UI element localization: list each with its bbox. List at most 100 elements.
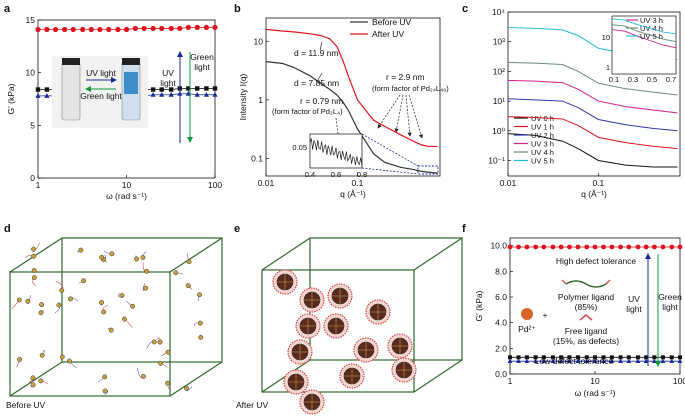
d-cage-cluster — [144, 268, 150, 274]
d-simulation-box — [9, 237, 223, 397]
free-ligand-icon — [579, 313, 593, 321]
d-cage-cluster — [30, 382, 36, 388]
vial-before — [61, 61, 81, 121]
b-annot-d1: d = 11.9 nm — [294, 48, 339, 58]
d-cage-cluster — [197, 320, 203, 326]
a-point — [203, 24, 210, 30]
f-point — [524, 355, 529, 360]
a-point — [44, 93, 50, 98]
a-point — [115, 26, 121, 33]
f-point — [660, 358, 666, 363]
f-point — [601, 355, 606, 360]
f-point — [516, 355, 521, 360]
b-inset-xtick: 0.6 — [331, 170, 341, 179]
f-point — [541, 358, 547, 363]
f-point — [669, 358, 675, 363]
c-ytick-label: 10⁻¹ — [488, 155, 505, 165]
f-point — [567, 358, 572, 363]
f-point — [567, 355, 572, 360]
b-series-after-uv — [265, 28, 438, 148]
vial-cap — [122, 58, 140, 65]
f-point — [567, 244, 572, 250]
c-legend-label: UV 1 h — [531, 123, 554, 132]
a-point — [159, 87, 164, 92]
b-ytick-label: 10 — [254, 36, 264, 46]
f-point — [584, 358, 590, 363]
a-point — [203, 91, 210, 97]
b-ytick-label: 0.1 — [251, 153, 263, 163]
c-inset-xtick: 0.3 — [628, 75, 638, 84]
a-ytick-label: 5 — [30, 120, 35, 130]
f-point — [677, 358, 683, 363]
c-legend-label: UV 5 h — [531, 157, 554, 166]
f-point — [575, 244, 581, 250]
a-green-arrow-label-2: light — [194, 62, 210, 72]
f-point — [575, 358, 581, 363]
f-point — [609, 244, 615, 250]
f-xtick-label: 100 — [673, 376, 685, 386]
f-point — [507, 358, 513, 363]
d-caption: Before UV — [6, 400, 46, 410]
c-series-line — [507, 61, 678, 96]
b-legend-before: Before UV — [372, 17, 412, 27]
c-series-line — [507, 98, 678, 132]
f-point — [677, 244, 683, 250]
a-point — [80, 26, 86, 33]
d-cage-cluster — [99, 300, 104, 306]
f-point — [660, 355, 665, 360]
a-point — [150, 87, 156, 92]
d-cage-cluster — [81, 278, 87, 284]
f-point — [618, 358, 623, 363]
d-cage-cluster — [165, 349, 171, 355]
b-inset-xtick: 0.8 — [357, 170, 367, 179]
a-point — [123, 26, 130, 33]
b-inset-ytick: 0.05 — [292, 143, 307, 152]
c-ytick-label: 10² — [493, 66, 505, 76]
f-point — [669, 355, 674, 360]
d-cage-cluster — [197, 292, 202, 298]
a-point — [106, 26, 112, 33]
f-free-pct-label: (15%, as defects) — [553, 336, 619, 346]
b-annot-r1a: r = 2.9 nm — [386, 72, 425, 82]
f-point — [643, 244, 649, 250]
d-cage-cluster — [184, 385, 189, 391]
f-point — [550, 358, 556, 363]
f-point — [643, 358, 649, 363]
f-point — [533, 355, 538, 360]
d-cage-cluster — [99, 254, 105, 260]
c-legend-label: UV 2 h — [531, 131, 554, 140]
c-plot-frame — [507, 11, 681, 177]
d-cage-cluster — [39, 352, 45, 358]
b-xaxis-label: q (Å⁻¹) — [340, 189, 366, 199]
f-point — [660, 244, 666, 250]
c-xtick-label: 0.1 — [592, 178, 604, 188]
a-point — [159, 25, 165, 32]
a-point — [159, 91, 165, 97]
d-cage-cluster — [185, 283, 191, 289]
c-inset-ytick: 10 — [602, 33, 610, 42]
a-uv-arrow-label: UV — [162, 68, 174, 78]
f-point — [618, 244, 623, 250]
d-cage-cluster — [158, 360, 164, 366]
vial-cap — [62, 58, 80, 65]
f-point — [524, 244, 530, 250]
a-point — [212, 91, 218, 97]
d-cage-cluster — [102, 388, 108, 394]
f-point — [601, 244, 606, 250]
f-ytick-label: 6.0 — [495, 292, 507, 302]
f-point — [678, 355, 682, 360]
b-plot-frame — [265, 17, 441, 177]
a-point — [35, 87, 41, 92]
f-point — [558, 358, 564, 363]
f-point — [618, 355, 623, 360]
f-ytick-label: 8.0 — [495, 266, 507, 276]
a-xtick-label: 10 — [122, 180, 132, 190]
d-cage-cluster — [66, 358, 72, 364]
b-annot-r2b: (form factor of Pd₂L₄) — [272, 107, 343, 116]
a-uv-arrow-label-2: light — [160, 78, 176, 88]
c-series-line — [507, 133, 678, 168]
pd-ion-icon — [521, 308, 533, 320]
d-cage-cluster — [108, 327, 114, 333]
f-free-ligand-label: Free ligand — [565, 326, 608, 336]
